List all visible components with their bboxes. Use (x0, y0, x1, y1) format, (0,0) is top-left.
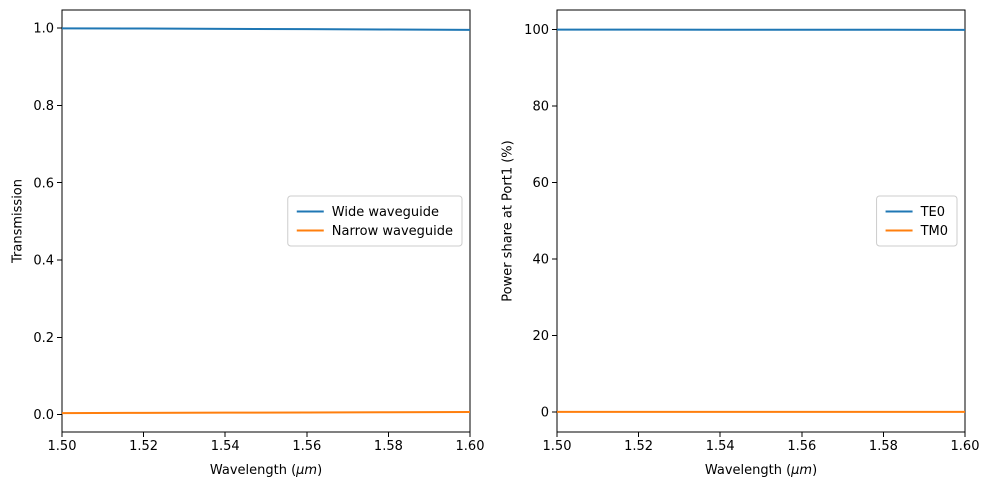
x-tick-label: 1.60 (456, 439, 485, 454)
y-tick-label: 0.4 (33, 254, 54, 269)
x-axis-label: Wavelength (μm) (210, 463, 322, 478)
plot-power-share-at-port1: 1.50 1.52 1.54 1.56 1.58 1.60 0 20 40 60 80 100 Wave… (501, 10, 980, 478)
y-tick-label: 0.8 (33, 99, 54, 114)
y-tick-label: 0.6 (33, 176, 54, 191)
x-tick-label: 1.50 (48, 439, 77, 454)
y-tick-label: 0.0 (33, 408, 54, 423)
x-tick-label: 1.52 (624, 439, 653, 454)
y-tick-label: 0 (541, 406, 549, 421)
x-tick-label: 1.58 (869, 439, 898, 454)
x-axis-label: Wavelength (μm) (705, 463, 817, 478)
x-tick-label: 1.50 (543, 439, 572, 454)
x-tick-label: 1.56 (292, 439, 321, 454)
y-axis-label: Power share at Port1 (%) (501, 140, 516, 301)
x-tick-label: 1.58 (374, 439, 403, 454)
x-tick-label: 1.52 (129, 439, 158, 454)
legend-label-tm0: TM0 (920, 224, 948, 239)
legend-label-wide-waveguide: Wide waveguide (332, 205, 439, 220)
legend-label-narrow-waveguide: Narrow waveguide (332, 224, 453, 239)
y-tick-label: 80 (532, 100, 549, 115)
y-tick-label: 0.2 (33, 331, 54, 346)
y-tick-label: 40 (532, 253, 549, 268)
legend-label-te0: TE0 (920, 205, 945, 220)
y-tick-label: 100 (524, 23, 549, 38)
y-tick-label: 20 (532, 329, 549, 344)
plot-transmission: 1.50 1.52 1.54 1.56 1.58 1.60 0.0 0.2 0.4 0.6 0.8 1… (11, 10, 485, 478)
y-tick-label: 60 (532, 176, 549, 191)
x-tick-label: 1.56 (787, 439, 816, 454)
y-axis-label: Transmission (11, 179, 26, 264)
y-tick-label: 1.0 (33, 22, 54, 37)
x-tick-label: 1.54 (706, 439, 735, 454)
legend: Wide waveguide Narrow waveguide (288, 196, 462, 246)
series-line-narrow-waveguide (62, 412, 470, 413)
x-tick-label: 1.54 (211, 439, 240, 454)
x-tick-label: 1.60 (951, 439, 980, 454)
